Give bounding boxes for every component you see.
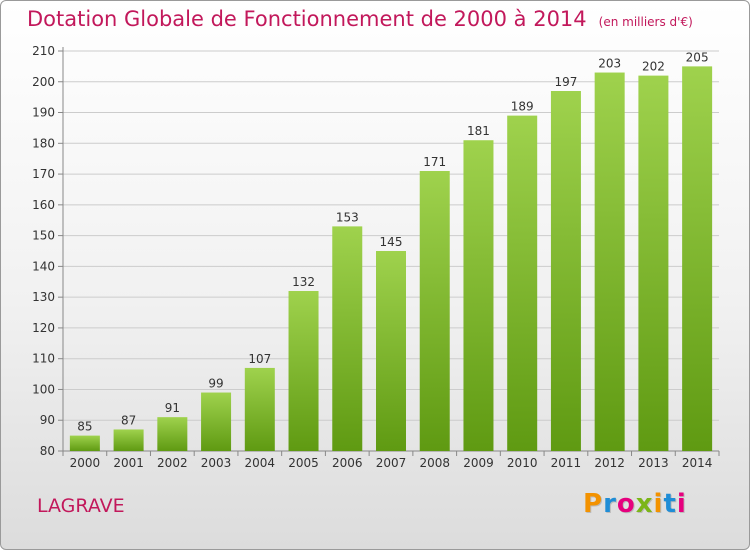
bar-2002 — [157, 417, 188, 451]
bar-layer — [69, 66, 713, 452]
y-tick-label: 130 — [32, 290, 55, 304]
commune-name: LAGRAVE — [37, 495, 125, 517]
data-label-2004: 107 — [248, 352, 271, 366]
data-label-2003: 99 — [208, 377, 223, 391]
data-label-2007: 145 — [380, 235, 403, 249]
x-tick-label-2004: 2004 — [245, 456, 276, 470]
bar-2011 — [550, 91, 581, 451]
bar-2009 — [463, 140, 494, 451]
data-label-2009: 181 — [467, 124, 490, 138]
x-tick-label-2006: 2006 — [332, 456, 363, 470]
y-tick-label: 190 — [32, 106, 55, 120]
bar-2012 — [594, 72, 625, 452]
bar-2005 — [288, 291, 319, 451]
x-tick-label-2009: 2009 — [463, 456, 494, 470]
data-label-2010: 189 — [511, 100, 534, 114]
data-label-2012: 203 — [598, 57, 621, 71]
x-tick-label-2003: 2003 — [201, 456, 232, 470]
x-tick-label-2013: 2013 — [638, 456, 669, 470]
logo-letter: P — [583, 489, 604, 519]
chart-subtitle: (en milliers d'€) — [598, 15, 693, 29]
bar-2013 — [638, 75, 669, 451]
y-tick-label: 100 — [32, 382, 55, 396]
y-tick-label: 150 — [32, 229, 55, 243]
x-tick-label-2010: 2010 — [507, 456, 538, 470]
y-tick-label: 140 — [32, 259, 55, 273]
data-label-2013: 202 — [642, 60, 665, 74]
x-tick-label-2007: 2007 — [376, 456, 407, 470]
logo-letter: i — [676, 489, 687, 519]
y-tick-label: 210 — [32, 44, 55, 58]
bar-2008 — [419, 171, 450, 451]
x-tick-label-2008: 2008 — [419, 456, 450, 470]
x-tick-label-2000: 2000 — [70, 456, 101, 470]
bar-2014 — [682, 66, 713, 451]
axis-layer: 8090100110120130140150160170180190200210… — [32, 44, 720, 470]
x-tick-label-2001: 2001 — [113, 456, 144, 470]
bar-2007 — [376, 251, 406, 451]
bar-2001 — [113, 429, 144, 451]
logo-letter: r — [603, 489, 617, 519]
data-label-2008: 171 — [423, 155, 446, 169]
title-text: Dotation Globale de Fonctionnement de 20… — [27, 7, 587, 31]
y-tick-label: 90 — [40, 413, 55, 427]
y-tick-label: 110 — [32, 352, 55, 366]
y-tick-label: 120 — [32, 321, 55, 335]
x-tick-label-2012: 2012 — [594, 456, 625, 470]
bar-2003 — [201, 392, 232, 451]
bar-2000 — [69, 435, 100, 451]
data-label-2002: 91 — [165, 401, 180, 415]
label-layer: 85 87 91 99 107 132 153 145 171 181 189 197 203 202 20… — [77, 50, 708, 433]
data-label-2006: 153 — [336, 210, 359, 224]
proxiti-logo[interactable]: Proxiti — [583, 489, 687, 519]
x-tick-label-2011: 2011 — [551, 456, 582, 470]
x-tick-label-2005: 2005 — [288, 456, 319, 470]
y-tick-label: 170 — [32, 167, 55, 181]
logo-letter: x — [635, 489, 654, 519]
chart-title: Dotation Globale de Fonctionnement de 20… — [27, 7, 693, 31]
bar-2010 — [507, 115, 538, 451]
y-tick-label: 80 — [40, 444, 55, 458]
data-label-2000: 85 — [77, 420, 92, 434]
data-label-2005: 132 — [292, 275, 315, 289]
y-tick-label: 200 — [32, 75, 55, 89]
bar-2004 — [244, 367, 275, 451]
x-tick-label-2002: 2002 — [157, 456, 188, 470]
bar-2006 — [332, 226, 363, 451]
data-label-2001: 87 — [121, 413, 136, 427]
y-tick-label: 180 — [32, 136, 55, 150]
y-tick-label: 160 — [32, 198, 55, 212]
x-tick-label-2014: 2014 — [682, 456, 713, 470]
data-label-2014: 205 — [686, 50, 709, 64]
data-label-2011: 197 — [554, 75, 577, 89]
logo-letter: i — [653, 489, 664, 519]
logo-letter: t — [663, 489, 677, 519]
logo-letter: o — [616, 489, 636, 519]
